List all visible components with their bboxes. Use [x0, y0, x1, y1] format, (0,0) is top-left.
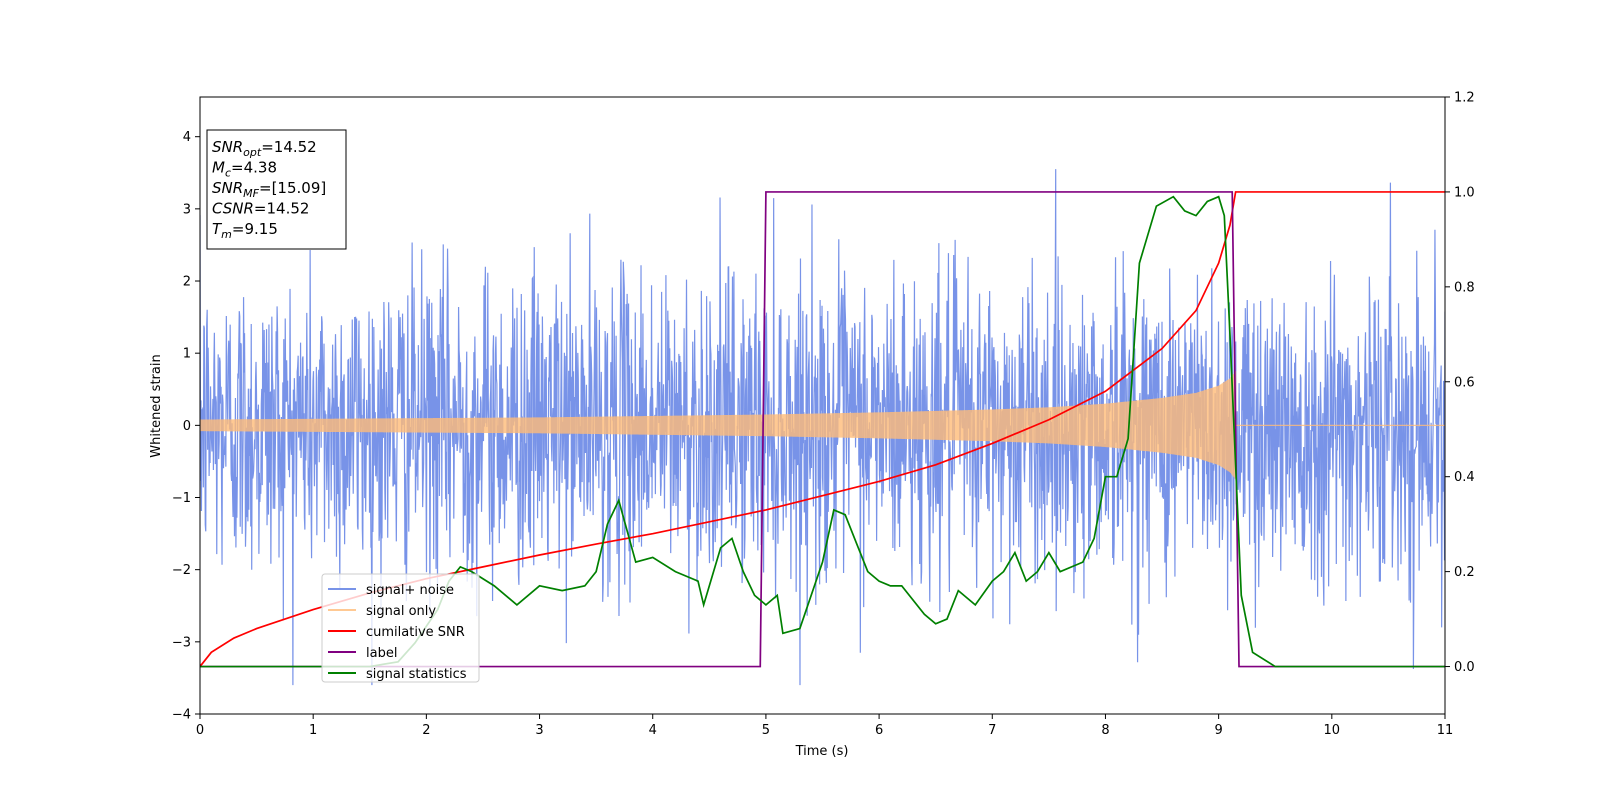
- legend-entry-label: signal statistics: [366, 667, 467, 682]
- y2-tick-label: 0.8: [1454, 280, 1475, 295]
- x-tick-label: 8: [1101, 723, 1109, 738]
- x-tick-label: 2: [422, 723, 430, 738]
- y2-tick-label: 0.4: [1454, 470, 1475, 485]
- plot-frame: [199, 96, 1446, 715]
- y2-tick-label: 0.2: [1454, 565, 1475, 580]
- stats-annotation-line: Mc=4.38: [212, 159, 277, 180]
- x-tick-label: 10: [1324, 723, 1341, 738]
- y-tick-label: −2: [172, 563, 191, 578]
- x-tick-label: 7: [988, 723, 996, 738]
- legend: signal+ noise signal only cumilative SNR la…: [321, 573, 480, 683]
- y-tick-label: −1: [172, 491, 191, 506]
- legend-entry-label: cumilative SNR: [366, 625, 465, 640]
- y2-tick-label: 0.0: [1454, 660, 1475, 675]
- y-tick-label: 3: [183, 202, 191, 217]
- x-tick-label: 5: [762, 723, 770, 738]
- axes-layer: 0 1 2 3 4 5 6 7 8 9 10 11 −4 −3 −2 −1 0 1 2 3 4 0.0 0.2 0.4 0.6 0…: [172, 91, 1475, 739]
- stats-annotation-line: SNRMF=[15.09]: [212, 179, 326, 200]
- stats-annotation-line: Tm=9.15: [212, 220, 278, 241]
- series-cumilative-snr-line: [200, 191, 1445, 668]
- y2-tick-label: 1.0: [1454, 185, 1475, 200]
- legend-entry-label: signal+ noise: [366, 583, 454, 598]
- y-tick-label: 2: [183, 275, 191, 290]
- x-tick-label: 11: [1437, 723, 1454, 738]
- x-tick-label: 0: [196, 723, 204, 738]
- x-tick-label: 3: [535, 723, 543, 738]
- x-tick-label: 6: [875, 723, 883, 738]
- y-tick-label: −3: [172, 635, 191, 650]
- y-tick-label: 1: [183, 347, 191, 362]
- y-tick-label: 0: [183, 419, 191, 434]
- series-signal-only-line: [200, 371, 1445, 479]
- y2-tick-label: 1.2: [1454, 91, 1475, 106]
- y-tick-label: −4: [172, 708, 191, 723]
- series-layer: [200, 169, 1445, 686]
- legend-entry-label: label: [366, 646, 397, 661]
- stats-annotation-line: CSNR=14.52: [212, 200, 309, 218]
- legend-entry-label: signal only: [366, 604, 436, 619]
- x-tick-label: 1: [309, 723, 317, 738]
- stats-annotation-box: SNRopt=14.52Mc=4.38SNRMF=[15.09]CSNR=14.…: [206, 129, 347, 250]
- series-signal-noise-line: [200, 169, 1445, 686]
- series-signal-statistics-line: [200, 195, 1445, 668]
- x-tick-label: 4: [649, 723, 657, 738]
- y2-tick-label: 0.6: [1454, 375, 1475, 390]
- x-axis-label: Time (s): [795, 744, 849, 759]
- y-tick-label: 4: [183, 130, 191, 145]
- x-tick-label: 9: [1214, 723, 1222, 738]
- y-axis-label: Whitened strain: [149, 354, 164, 457]
- series-label-line: [200, 191, 1445, 668]
- stats-annotation-line: SNRopt=14.52: [212, 138, 317, 159]
- legend-frame: [321, 573, 480, 683]
